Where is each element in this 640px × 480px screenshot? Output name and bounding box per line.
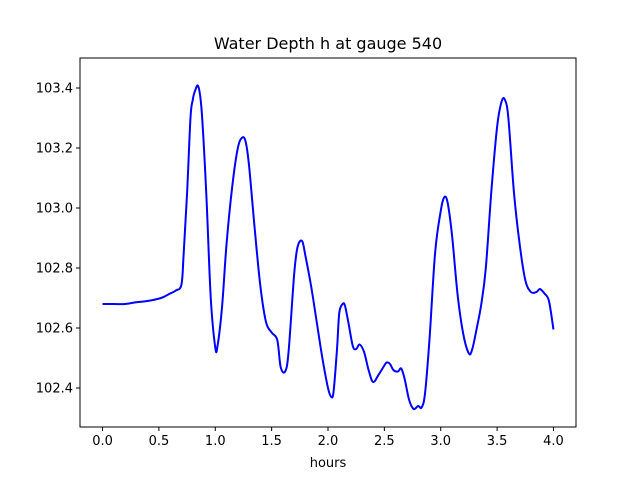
y-tick-label: 103.2 — [36, 142, 73, 157]
x-axis-label: hours — [310, 456, 347, 471]
y-tick-label: 103.0 — [36, 202, 73, 217]
chart-title: Water Depth h at gauge 540 — [214, 34, 442, 53]
x-tick-label: 4.0 — [543, 434, 564, 449]
x-tick-label: 3.0 — [430, 434, 451, 449]
y-tick-label: 102.6 — [36, 322, 73, 337]
x-tick-label: 3.5 — [487, 434, 508, 449]
x-tick-label: 1.5 — [261, 434, 282, 449]
x-axis: 0.0 0.5 1.0 1.5 2.0 2.5 3.0 3.5 4.0 — [92, 427, 564, 449]
x-tick-label: 2.5 — [374, 434, 395, 449]
plot-area — [102, 84, 555, 411]
x-tick-label: 0.0 — [92, 434, 113, 449]
y-axis: 102.4 102.6 102.8 103.0 103.2 103.4 — [36, 82, 80, 397]
x-tick-label: 2.0 — [318, 434, 339, 449]
x-tick-label: 1.0 — [205, 434, 226, 449]
series-line — [102, 84, 555, 411]
y-tick-label: 102.4 — [36, 382, 73, 397]
y-tick-label: 103.4 — [36, 82, 73, 97]
y-tick-label: 102.8 — [36, 262, 73, 277]
x-tick-label: 0.5 — [149, 434, 170, 449]
